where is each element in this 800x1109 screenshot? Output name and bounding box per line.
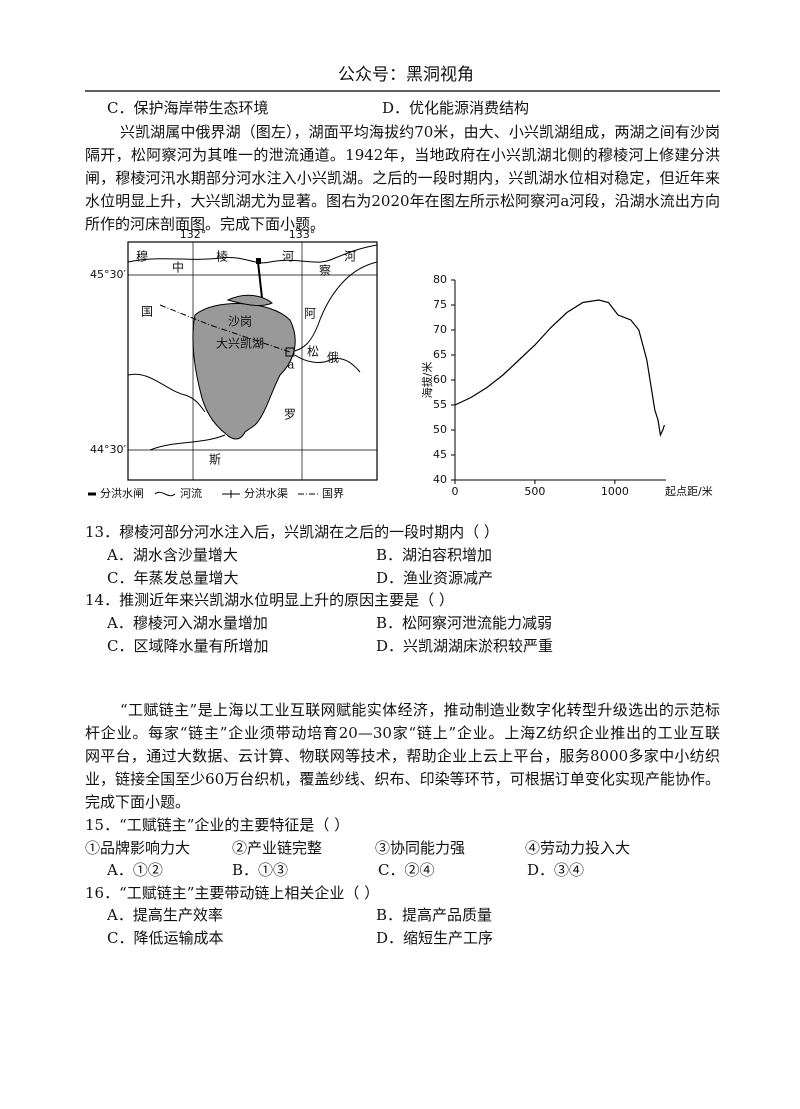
paragraph-line: 杆企业。每家“链主”企业须带动培育20—30家“链上”企业。上海Z纺织企业推出的…: [85, 724, 720, 742]
paragraph-line: 业，链接全国至少60万台织机，覆盖纱线、织布、印染等环节，可根据订单变化实现产能…: [85, 770, 720, 788]
option: D．缩短生产工序: [376, 929, 494, 947]
map-label: 察: [319, 264, 331, 278]
section-a: [285, 347, 295, 357]
y-axis-label: 海拔/米: [420, 362, 434, 399]
legend-label: 国界: [322, 487, 344, 500]
river: [289, 261, 378, 353]
paragraph-line: 网平台，通过大数据、云计算、物联网等技术，帮助企业上云上平台，服务8000多家中…: [85, 747, 720, 765]
map-label: 国: [141, 305, 153, 319]
longitude-label: 133°: [289, 228, 316, 241]
option: A．①②: [107, 861, 163, 879]
paragraph-line: 兴凯湖属中俄界湖（图左），湖面平均海拔约70米，由大、小兴凯湖组成，两湖之间有沙…: [120, 123, 720, 141]
legend-label: 分洪水闸: [100, 486, 144, 500]
legend-label: 分洪水渠: [244, 486, 288, 500]
question-stem: 15．“工赋链主”企业的主要特征是（ ）: [85, 816, 350, 834]
paragraph-line: 隔开，松阿察河为其唯一的泄流通道。1942年，当地政府在小兴凯湖北侧的穆棱河上修…: [85, 146, 720, 164]
x-tick-label: 500: [524, 485, 545, 498]
statement: ①品牌影响力大: [85, 839, 191, 857]
header-title: 公众号：黑洞视角: [338, 65, 474, 85]
map-label: 大兴凯湖: [216, 336, 264, 351]
x-tick-label: 1000: [601, 485, 629, 498]
paragraph-line: “工赋链主”是上海以工业互联网赋能实体经济，推动制造业数字化转型升级选出的示范标: [120, 701, 720, 719]
map-frame: [127, 241, 378, 481]
option: B．①③: [232, 861, 289, 879]
paragraph-line: 水位明显上升，大兴凯湖尤为显著。图右为2020年在图左所示松阿察河a河段，沿湖水…: [85, 192, 720, 210]
statement: ②产业链完整: [232, 839, 323, 857]
river: [149, 434, 226, 451]
option: D．兴凯湖湖床淤积较严重: [376, 637, 554, 655]
statement: ④劳动力投入大: [525, 839, 631, 857]
legend-label: 河流: [180, 486, 202, 500]
option: B．提高产品质量: [376, 906, 493, 924]
longitude-label: 132°: [180, 228, 207, 241]
y-tick-label: 70: [433, 323, 447, 336]
flood-gate: [256, 258, 261, 264]
option: C．②④: [378, 861, 435, 879]
map-label: a: [287, 358, 294, 372]
y-tick-label: 60: [433, 373, 447, 386]
question-stem: 13．穆棱河部分河水注入后，兴凯湖在之后的一段时期内（ ）: [85, 523, 499, 541]
map-label: 斯: [209, 453, 221, 467]
option: B．松阿察河泄流能力减弱: [376, 614, 553, 632]
question-stem: 16．“工赋链主”主要带动链上相关企业（ ）: [85, 884, 380, 902]
latitude-label: 45°30′: [90, 268, 126, 281]
map-label: 中: [172, 260, 184, 275]
map-label: 俄: [327, 351, 339, 365]
river: [127, 373, 206, 413]
statement: ③协同能力强: [375, 839, 466, 857]
y-tick-label: 40: [433, 473, 447, 486]
question-stem: 14．推测近年来兴凯湖水位明显上升的原因主要是（ ）: [85, 591, 454, 609]
small-lake: [226, 294, 273, 307]
option: C．区域降水量有所增加: [107, 637, 269, 655]
river: [294, 354, 361, 373]
map-label: 沙岗: [228, 315, 252, 329]
option: A．提高生产效率: [107, 906, 223, 924]
option: A．穆棱河入湖水量增加: [107, 614, 268, 632]
map-label: 棱: [216, 249, 228, 264]
map-label: 河: [344, 250, 356, 264]
profile-line: [454, 299, 665, 437]
paragraph-line: 闸，穆棱河汛水期部分河水注入小兴凯湖。之后的一段时期内，兴凯湖水位相对稳定，但近…: [85, 169, 720, 187]
big-lake: [192, 303, 296, 440]
paragraph-line: 所作的河床剖面图。完成下面小题。: [85, 215, 326, 233]
option: D．渔业资源减产: [376, 569, 494, 587]
x-tick-label: 0: [452, 485, 459, 498]
map-label: 穆: [136, 249, 148, 264]
option: C．降低运输成本: [107, 929, 224, 947]
map-label: 河: [282, 250, 294, 264]
legend-river: [154, 491, 176, 497]
y-tick-label: 50: [433, 423, 447, 436]
option: B．湖泊容积增加: [376, 546, 493, 564]
option: A．湖水含沙量增大: [107, 546, 238, 564]
flood-channel: [257, 261, 263, 299]
river: [127, 244, 378, 264]
paragraph-line: 完成下面小题。: [85, 793, 191, 811]
option: C．保护海岸带生态环境: [107, 99, 269, 117]
y-tick-label: 65: [433, 348, 447, 361]
y-tick-label: 75: [433, 298, 447, 311]
y-tick-label: 55: [433, 398, 447, 411]
y-tick-label: 80: [433, 273, 447, 286]
x-axis-label: 起点距/米: [665, 485, 713, 498]
border: [159, 304, 291, 353]
map-label: 松: [307, 345, 319, 359]
option: D．③④: [527, 861, 585, 879]
map-label: 阿: [304, 307, 316, 321]
latitude-label: 44°30′: [90, 443, 126, 456]
option: D．优化能源消费结构: [382, 99, 530, 117]
y-tick-label: 45: [433, 448, 447, 461]
map-label: 罗: [284, 408, 296, 422]
option: C．年蒸发总量增大: [107, 569, 239, 587]
